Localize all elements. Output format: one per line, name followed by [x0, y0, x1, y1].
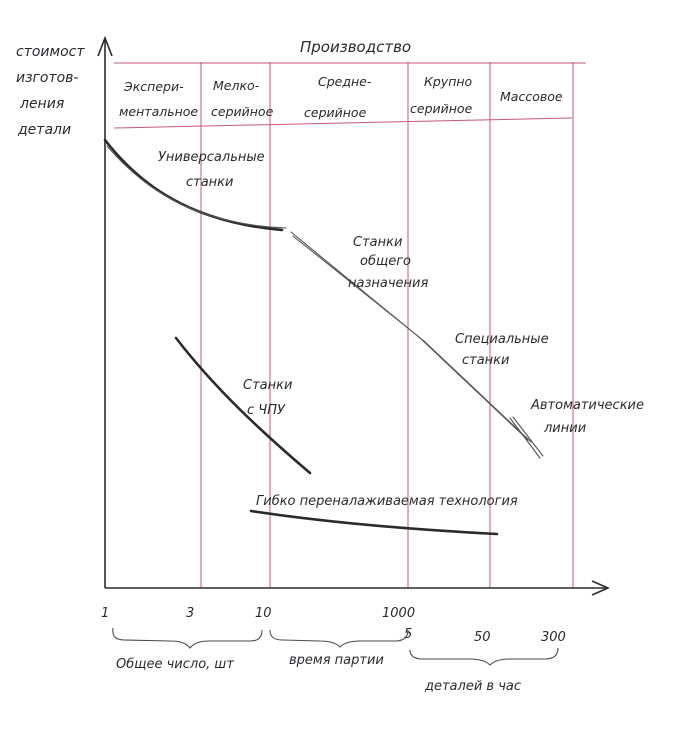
curve-automatic-stroke: [512, 416, 544, 457]
series-label: станки: [462, 353, 510, 368]
y-axis-label-3: ления: [19, 96, 64, 112]
series-cnc: Станки с ЧПУ: [174, 336, 312, 475]
curve-cnc: [174, 336, 312, 475]
production-type-label: Крупно: [424, 74, 473, 89]
brace-batch-time: [269, 629, 409, 648]
production-type-label: Мелко-: [213, 78, 260, 93]
series-label: общего: [360, 254, 411, 269]
series-label: назначения: [348, 276, 428, 291]
curve-special: [419, 337, 529, 441]
x-tick-label: 10: [255, 606, 272, 621]
series-label: линии: [543, 421, 586, 436]
series-label: Специальные: [455, 332, 549, 347]
production-type-label: серийное: [410, 101, 473, 116]
y-axis-label-1: стоимост: [16, 44, 85, 60]
series-label: с ЧПУ: [247, 403, 286, 418]
curve-special-stroke: [423, 340, 532, 443]
production-header: Производство: [300, 38, 411, 56]
x-tick-label: 1000: [382, 606, 415, 621]
x-tick-label: 50: [474, 630, 491, 645]
zone-lines: [200, 62, 574, 588]
production-type-label: Массовое: [500, 89, 563, 104]
series-universal: Универсальные станки: [103, 138, 287, 232]
series-label: Универсальные: [158, 150, 265, 165]
x-group-label: время партии: [289, 653, 384, 668]
brace-per-hour: [409, 647, 559, 666]
x-tick-label: 1: [101, 606, 109, 621]
series-label: Автоматические: [530, 398, 644, 413]
x-tick-label: 5: [404, 627, 412, 642]
series-automatic: Автоматические линии: [509, 398, 644, 459]
x-axis-arrow: [591, 580, 610, 596]
brace-total-count: [112, 627, 263, 649]
x-group-label: деталей в час: [424, 679, 521, 694]
y-axis-arrow: [97, 35, 113, 57]
series-label: Станки: [353, 235, 402, 250]
series-flexible: Гибко переналаживаемая технология: [249, 494, 518, 536]
series-general: Станки общего назначения: [290, 231, 428, 342]
production-type-label: серийное: [211, 104, 274, 119]
curve-flexible: [249, 509, 499, 536]
series-label: Станки: [243, 378, 292, 393]
series-label: Гибко переналаживаемая технология: [256, 494, 518, 509]
curve-universal-stroke: [106, 145, 287, 229]
production-type-label: Экспери-: [123, 79, 184, 94]
series-label: станки: [186, 175, 234, 190]
x-tick-label: 3: [186, 606, 194, 621]
y-axis-label-2: изготов-: [16, 70, 79, 86]
curve-universal: [103, 138, 284, 232]
x-tick-label: 300: [541, 630, 566, 645]
y-axis-label-4: детали: [17, 122, 71, 138]
curve-general-stroke: [292, 235, 425, 342]
production-type-label: Средне-: [318, 74, 372, 89]
series-special: Специальные станки: [419, 332, 549, 443]
production-type-label: серийное: [304, 105, 367, 120]
production-type-label: ментальное: [119, 104, 198, 119]
x-group-label: Общее число, шт: [116, 657, 234, 672]
header-bottom-line: [113, 117, 573, 129]
curve-automatic: [509, 417, 541, 459]
